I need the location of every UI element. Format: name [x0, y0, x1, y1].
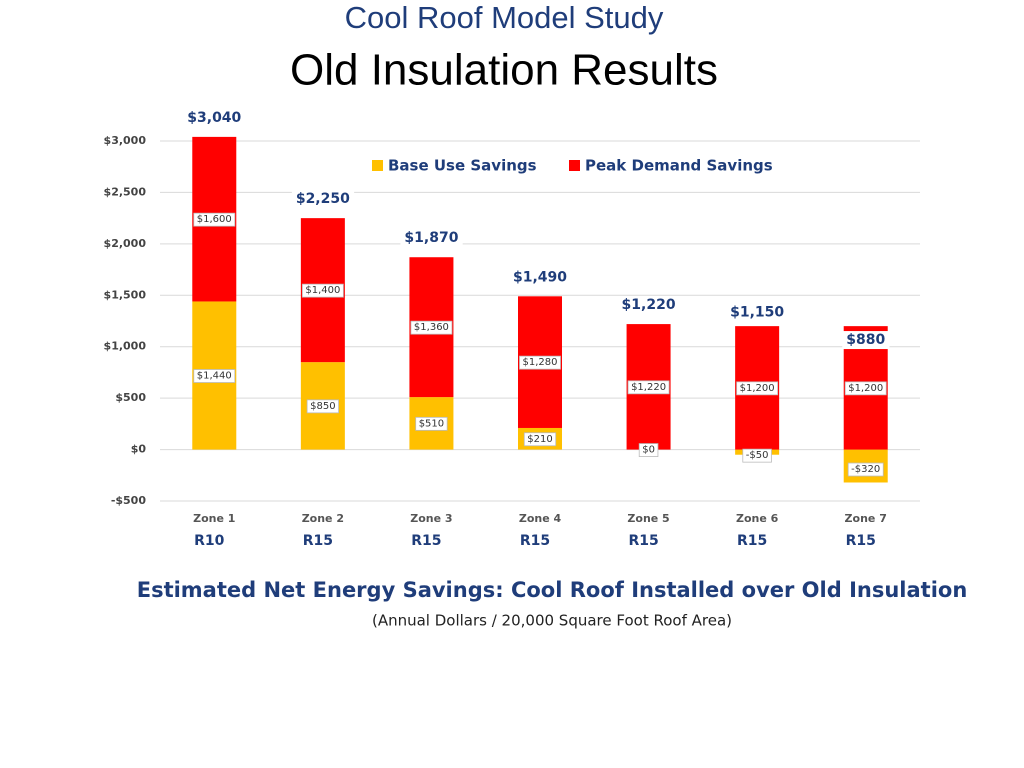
- caption-note: (Annual Dollars / 20,000 Square Foot Roo…: [372, 612, 732, 630]
- insulation-label: R15: [628, 533, 658, 549]
- segment-label: $1,220: [631, 382, 666, 393]
- total-label: $1,150: [730, 304, 784, 320]
- segment-label-bg: [193, 369, 236, 383]
- y-tick-label: $1,500: [104, 288, 147, 301]
- total-label: $2,250: [296, 191, 350, 207]
- segment-label-bg: [306, 399, 339, 414]
- total-label-bg: [842, 331, 890, 350]
- y-tick-label: -$500: [111, 494, 147, 507]
- chart-title: Cool Roof Model Study: [345, 0, 664, 35]
- y-tick-label: $2,500: [104, 185, 147, 198]
- segment-label: $0: [642, 445, 655, 456]
- x-tick-label: Zone 6: [736, 512, 779, 525]
- segment-label-bg: [410, 320, 453, 335]
- segment-label-bg: [627, 380, 670, 395]
- x-tick-label: Zone 1: [193, 512, 235, 525]
- x-tick-label: Zone 4: [519, 512, 562, 525]
- insulation-label: R15: [520, 533, 550, 549]
- segment-label-bg: [523, 432, 557, 447]
- segment-label: $1,200: [740, 383, 775, 394]
- insulation-label: R15: [737, 533, 767, 549]
- segment-label-bg: [742, 448, 772, 463]
- segment-label: $1,440: [197, 371, 232, 382]
- x-tick-label: Zone 5: [627, 512, 669, 525]
- segment-label: -$320: [851, 464, 880, 475]
- segment-label-bg: [519, 355, 561, 370]
- total-label: $1,870: [404, 230, 458, 246]
- legend-label: Peak Demand Savings: [585, 157, 773, 175]
- caption: Estimated Net Energy Savings: Cool Roof …: [137, 578, 968, 602]
- y-tick-label: $2,000: [104, 237, 147, 250]
- segment-label: $510: [419, 418, 444, 429]
- legend-label: Base Use Savings: [388, 157, 537, 175]
- total-label: $1,220: [622, 297, 676, 313]
- insulation-label: R15: [303, 533, 333, 549]
- segment-label: $210: [527, 434, 552, 445]
- segment-label-bg: [301, 283, 344, 298]
- total-label-bg: [183, 108, 246, 127]
- y-tick-label: $500: [115, 391, 146, 404]
- segment-label: $1,360: [414, 322, 449, 333]
- segment-label-bg: [736, 381, 779, 396]
- segment-label: $1,600: [197, 214, 232, 225]
- insulation-label: R15: [846, 533, 876, 549]
- segment-label: $1,400: [305, 285, 340, 296]
- chart-subtitle: Old Insulation Results: [290, 46, 718, 95]
- x-tick-label: Zone 2: [302, 512, 344, 525]
- total-label-bg: [291, 190, 355, 209]
- y-tick-label: $0: [131, 443, 147, 456]
- segment-label-bg: [638, 443, 659, 457]
- segment-label-bg: [847, 462, 884, 477]
- insulation-label: R15: [411, 533, 441, 549]
- segment-label: $1,200: [848, 383, 883, 394]
- x-tick-label: Zone 7: [845, 512, 887, 525]
- total-label-bg: [617, 296, 680, 315]
- total-label-bg: [726, 303, 789, 322]
- total-label-bg: [400, 229, 463, 248]
- total-label-bg: [508, 268, 572, 287]
- segment-label: $850: [310, 401, 335, 412]
- segment-label-bg: [844, 381, 887, 396]
- total-label: $1,490: [513, 269, 567, 285]
- insulation-label: R10: [194, 533, 225, 549]
- total-label: $880: [846, 332, 885, 348]
- y-tick-label: $3,000: [104, 134, 147, 147]
- segment-label: -$50: [746, 450, 769, 461]
- segment-label-bg: [415, 416, 448, 431]
- y-tick-label: $1,000: [104, 340, 147, 353]
- x-tick-label: Zone 3: [410, 512, 452, 525]
- total-label: $3,040: [187, 110, 241, 126]
- legend-swatch: [569, 160, 580, 171]
- segment-label-bg: [193, 212, 236, 227]
- segment-label: $1,280: [523, 357, 558, 368]
- legend-swatch: [372, 160, 383, 171]
